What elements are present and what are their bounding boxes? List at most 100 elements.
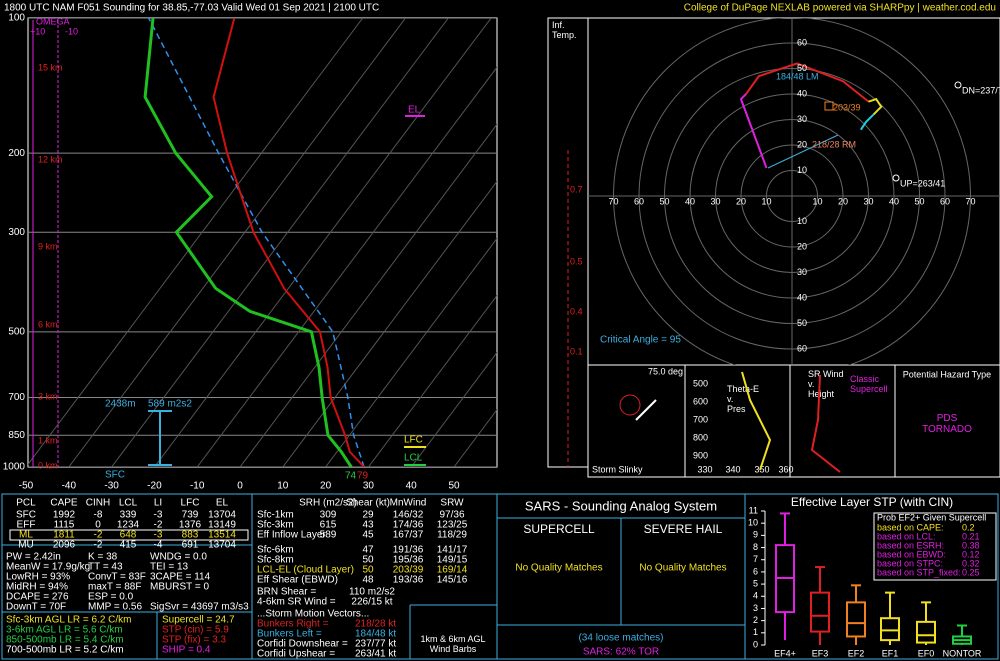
label: 15 km	[38, 62, 63, 72]
label: 75.0 deg	[648, 366, 683, 376]
label: 50	[448, 481, 460, 492]
isotherm	[325, 237, 497, 467]
label: Critical Angle = 95	[600, 335, 681, 346]
label: 60	[797, 37, 807, 47]
label: 0.12	[962, 549, 980, 559]
label: OMEGA	[36, 16, 70, 26]
label: 60	[797, 343, 807, 353]
label: WNDG = 0.0	[150, 552, 207, 563]
label: LFC	[181, 498, 200, 509]
label: 50	[659, 196, 669, 206]
stp-box	[810, 591, 830, 633]
label: Supercell = 24.7	[162, 615, 235, 626]
label: Theta-E v. Pres	[727, 384, 759, 414]
label: 40	[889, 196, 899, 206]
label: 0.21	[962, 531, 980, 541]
label: Sfc-6km	[257, 545, 294, 556]
label: 309	[320, 510, 337, 521]
label: EF4+	[774, 648, 796, 658]
label: 13514	[208, 530, 236, 541]
label: 110 m2/s2	[349, 587, 395, 598]
label: 50	[914, 196, 924, 206]
label: 10	[761, 196, 771, 206]
parcel-trace	[148, 18, 365, 467]
label: 100	[8, 13, 25, 24]
label: UP=263/41	[900, 178, 945, 188]
label: 29	[362, 510, 374, 521]
label: 0	[237, 481, 243, 492]
label: 203/39	[393, 565, 424, 576]
hodo-trace	[739, 93, 768, 169]
label: 360	[778, 464, 793, 474]
label: 10	[748, 518, 758, 528]
label: (34 loose matches)	[578, 633, 663, 644]
label: 800	[693, 432, 708, 442]
label: EF0	[918, 648, 935, 658]
label: Bunkers Left =	[257, 629, 322, 640]
label: PDS TORNADO	[922, 413, 972, 435]
label: DCAPE = 276	[6, 592, 69, 603]
label: EF1	[882, 648, 899, 658]
label: MU	[18, 540, 34, 551]
label: 0.25	[962, 567, 980, 577]
isotherm	[111, 18, 449, 467]
label: LCL-EL (Cloud Layer)	[257, 565, 354, 576]
label: 10	[797, 165, 807, 175]
label: 79	[357, 471, 369, 482]
label: Inf. Temp.	[552, 20, 577, 40]
label: 648	[120, 530, 137, 541]
label: +10	[30, 26, 45, 36]
label: SARS - Sounding Analog System	[525, 498, 717, 513]
label: 13704	[208, 510, 236, 521]
label: 1 km	[38, 435, 58, 445]
hodograph-plot	[588, 18, 1000, 365]
label: 739	[182, 510, 199, 521]
label: -2	[94, 530, 103, 541]
label: EL	[408, 105, 421, 116]
label: 50	[362, 555, 374, 566]
label: DN=237/77	[962, 85, 1000, 95]
label: -2	[94, 540, 103, 551]
label: 691	[182, 540, 199, 551]
label: 1000	[3, 462, 26, 473]
label: 0	[95, 520, 101, 531]
slinky-ring	[619, 394, 641, 416]
label: 615	[320, 520, 337, 531]
label: 60	[940, 196, 950, 206]
label: 70	[608, 196, 618, 206]
label: -50	[19, 481, 34, 492]
label: 4	[753, 591, 758, 601]
label: CINH	[86, 498, 110, 509]
label: PCL	[16, 498, 36, 509]
label: 20	[797, 241, 807, 251]
slinky-vector	[635, 399, 657, 421]
label: -3	[154, 510, 163, 521]
stp-box	[880, 617, 900, 642]
label: Potential Hazard Type	[903, 369, 991, 379]
label: Storm Slinky	[592, 464, 643, 474]
label: 11	[749, 505, 758, 515]
label: 589 m2s2	[148, 399, 192, 410]
label: 1km & 6km AGL Wind Barbs	[420, 634, 485, 654]
label: 850-500mb LR = 5.4 C/km	[6, 635, 124, 646]
label: 6 km	[38, 319, 58, 329]
label: 8	[753, 542, 758, 552]
label: 0.32	[962, 558, 980, 568]
label: Sfc-3km	[257, 520, 294, 531]
label: 237/77 kt	[355, 639, 396, 650]
label: LFC	[404, 435, 423, 446]
stp-box	[916, 620, 936, 644]
label: 218/28 kt	[355, 619, 396, 630]
label: Sfc-8km	[257, 555, 294, 566]
label: Corfidi Upshear =	[257, 649, 335, 660]
label: 3	[753, 603, 758, 613]
title: 1800 UTC NAM F051 Sounding for 38.85,-77…	[4, 3, 379, 14]
label: 20	[320, 481, 332, 492]
label: 10	[812, 196, 822, 206]
label: 900	[693, 450, 708, 460]
label: -30	[104, 481, 119, 492]
label: Prob EF2+ Given Supercell	[877, 512, 986, 522]
label: EF2	[848, 648, 865, 658]
label: 1376	[179, 520, 202, 531]
label: 10	[797, 216, 807, 226]
